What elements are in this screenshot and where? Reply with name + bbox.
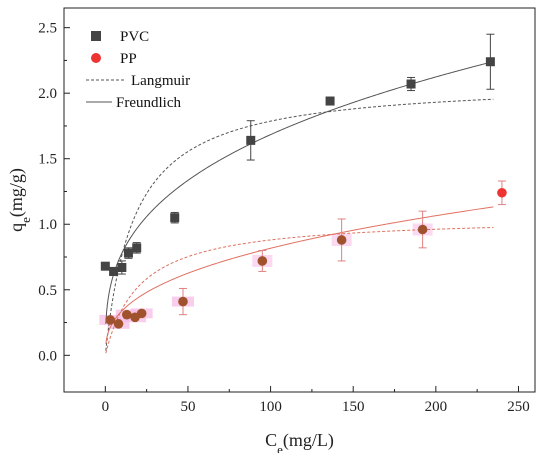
legend-freundlich-label: Freundlich [116, 95, 181, 111]
pvc-freundlich-curve [105, 61, 494, 324]
pp-point [136, 308, 147, 319]
pvc-point [485, 57, 495, 67]
legend-langmuir-label: Langmuir [131, 73, 190, 89]
y-tick-label: 2.5 [38, 21, 57, 37]
pvc-point [325, 96, 335, 106]
y-tick-label: 0.0 [38, 348, 57, 364]
pvc-point [100, 261, 110, 271]
y-tick-label: 2.0 [38, 86, 57, 102]
pp-point [336, 235, 347, 245]
x-tick-label: 0 [102, 399, 110, 415]
x-tick-label: 100 [259, 399, 282, 415]
pp-langmuir-curve [105, 226, 494, 354]
pp-point [178, 296, 188, 307]
y-tick-label: 1.5 [38, 152, 57, 168]
pvc-point [123, 248, 133, 258]
plot-frame [63, 7, 536, 393]
y-tick-label: 1.0 [38, 217, 57, 233]
pvc-point [170, 213, 180, 223]
legend-pp-label: PP [120, 51, 137, 67]
pvc-langmuir-curve [105, 98, 494, 351]
x-tick-label: 150 [342, 399, 365, 415]
pp-point [497, 187, 507, 198]
legend-pvc-marker [91, 31, 101, 41]
x-tick-label: 50 [180, 399, 195, 415]
y-tick-label: 0.5 [38, 283, 57, 299]
plot-area [99, 33, 507, 354]
x-axis-title: Ce(mg/L) [265, 430, 334, 453]
y-axis-title: qe(mg/g) [6, 168, 33, 232]
pp-point [417, 224, 428, 235]
pvc-point [109, 266, 119, 276]
x-tick-label: 250 [507, 399, 530, 415]
pp-point [105, 315, 116, 325]
pp-point [122, 309, 132, 320]
pp-point [257, 256, 268, 266]
pvc-point [406, 79, 416, 89]
legend-pvc-label: PVC [120, 29, 149, 45]
pp-freundlich-curve [105, 206, 494, 344]
x-tick-label: 200 [425, 399, 448, 415]
pvc-point [117, 262, 127, 272]
legend: PVC PP Langmuir Freundlich [86, 29, 190, 111]
legend-pp-marker [91, 53, 101, 63]
pp-point [113, 319, 124, 329]
axes: 0 50 100 150 200 250 0.0 0.5 1.0 1.5 2.0 2.5 [38, 7, 536, 415]
pvc-point [246, 135, 256, 145]
pvc-point [132, 243, 142, 253]
